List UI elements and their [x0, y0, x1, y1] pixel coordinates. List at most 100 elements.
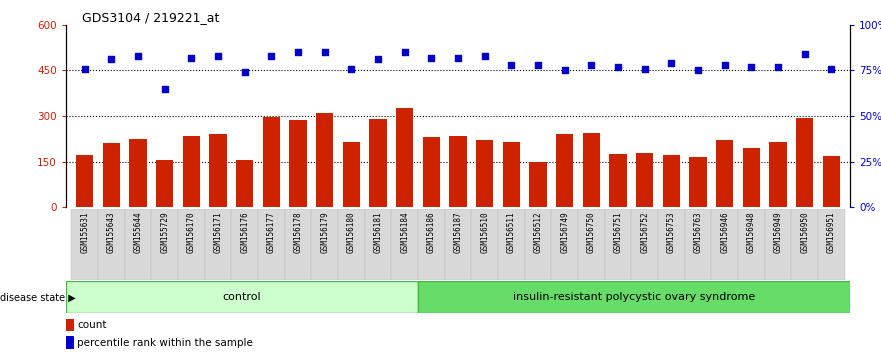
- Bar: [66, 336, 74, 349]
- Bar: [503, 142, 520, 207]
- Point: [744, 64, 759, 69]
- Text: control: control: [223, 292, 261, 302]
- Bar: [71, 209, 98, 280]
- Bar: [178, 209, 204, 280]
- Bar: [103, 143, 120, 207]
- Bar: [449, 136, 467, 207]
- Text: count: count: [78, 320, 107, 330]
- Bar: [604, 209, 632, 280]
- Text: GSM156753: GSM156753: [667, 211, 676, 253]
- Bar: [263, 118, 280, 207]
- Bar: [343, 142, 360, 207]
- Point: [478, 53, 492, 59]
- Bar: [476, 140, 493, 207]
- Point: [584, 62, 598, 68]
- Point: [718, 62, 732, 68]
- Text: GSM156511: GSM156511: [507, 211, 516, 253]
- Text: GSM155631: GSM155631: [80, 211, 89, 253]
- Point: [371, 57, 385, 62]
- Bar: [98, 209, 125, 280]
- Bar: [156, 160, 174, 207]
- Point: [691, 68, 705, 73]
- Bar: [690, 157, 707, 207]
- Text: GSM156184: GSM156184: [400, 211, 410, 253]
- Text: GSM156170: GSM156170: [187, 211, 196, 253]
- Point: [771, 64, 785, 69]
- Bar: [66, 319, 74, 331]
- Bar: [796, 118, 813, 207]
- Bar: [658, 209, 685, 280]
- Bar: [556, 134, 574, 207]
- Bar: [818, 209, 845, 280]
- Point: [558, 68, 572, 73]
- Text: GSM156178: GSM156178: [293, 211, 302, 253]
- Bar: [765, 209, 791, 280]
- Point: [211, 53, 226, 59]
- Bar: [791, 209, 818, 280]
- Text: GSM156763: GSM156763: [693, 211, 703, 253]
- Bar: [210, 134, 226, 207]
- Text: GSM156948: GSM156948: [747, 211, 756, 253]
- Point: [397, 49, 411, 55]
- Point: [531, 62, 545, 68]
- Bar: [66, 281, 418, 313]
- Bar: [125, 209, 152, 280]
- Text: GSM156180: GSM156180: [347, 211, 356, 253]
- Bar: [391, 209, 418, 280]
- Text: GSM155729: GSM155729: [160, 211, 169, 253]
- Bar: [258, 209, 285, 280]
- Point: [131, 53, 145, 59]
- Point: [104, 57, 118, 62]
- Bar: [525, 209, 552, 280]
- Bar: [312, 209, 338, 280]
- Text: GSM156177: GSM156177: [267, 211, 276, 253]
- Bar: [365, 209, 391, 280]
- Point: [184, 55, 198, 61]
- Text: GSM156512: GSM156512: [534, 211, 543, 253]
- Bar: [290, 120, 307, 207]
- Point: [505, 62, 519, 68]
- Text: GSM156187: GSM156187: [454, 211, 463, 253]
- Bar: [130, 139, 147, 207]
- Bar: [716, 139, 734, 207]
- Bar: [712, 209, 738, 280]
- Bar: [285, 209, 312, 280]
- Text: GSM156949: GSM156949: [774, 211, 782, 253]
- Text: GSM156951: GSM156951: [827, 211, 836, 253]
- Point: [451, 55, 465, 61]
- Bar: [471, 209, 498, 280]
- Text: GSM156171: GSM156171: [213, 211, 223, 253]
- Bar: [369, 119, 387, 207]
- Bar: [182, 136, 200, 207]
- Bar: [338, 209, 365, 280]
- Point: [664, 60, 678, 66]
- Text: GSM156950: GSM156950: [800, 211, 810, 253]
- Text: GSM156946: GSM156946: [721, 211, 729, 253]
- Point: [344, 66, 359, 72]
- Point: [425, 55, 439, 61]
- Bar: [823, 156, 840, 207]
- Point: [318, 49, 332, 55]
- Bar: [152, 209, 178, 280]
- Bar: [316, 113, 333, 207]
- Bar: [685, 209, 712, 280]
- Bar: [204, 209, 232, 280]
- Text: GSM156752: GSM156752: [640, 211, 649, 253]
- Point: [264, 53, 278, 59]
- Bar: [743, 148, 760, 207]
- Bar: [552, 209, 578, 280]
- Text: GSM155643: GSM155643: [107, 211, 116, 253]
- Text: insulin-resistant polycystic ovary syndrome: insulin-resistant polycystic ovary syndr…: [513, 292, 755, 302]
- Text: disease state ▶: disease state ▶: [0, 292, 76, 302]
- Bar: [583, 133, 600, 207]
- Bar: [636, 153, 654, 207]
- Text: GSM156186: GSM156186: [427, 211, 436, 253]
- Bar: [738, 209, 765, 280]
- Text: percentile rank within the sample: percentile rank within the sample: [78, 338, 253, 348]
- Bar: [76, 155, 93, 207]
- Text: GSM156181: GSM156181: [374, 211, 382, 253]
- Text: GSM156510: GSM156510: [480, 211, 489, 253]
- Bar: [418, 209, 445, 280]
- Text: GSM156176: GSM156176: [241, 211, 249, 253]
- Text: GSM155644: GSM155644: [134, 211, 143, 253]
